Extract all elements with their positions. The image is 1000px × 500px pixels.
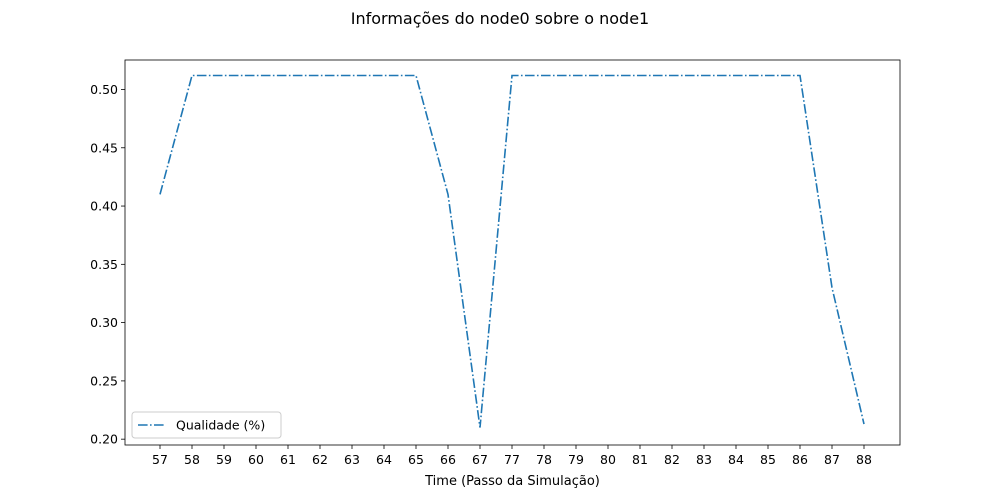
x-tick-label: 88	[856, 452, 872, 467]
x-tick-label: 86	[792, 452, 808, 467]
y-tick-label: 0.20	[90, 432, 118, 447]
y-tick-label: 0.50	[90, 82, 118, 97]
x-tick-label: 84	[728, 452, 744, 467]
y-axis: 0.20 0.25 0.30 0.35 0.40 0.45 0.50	[90, 82, 125, 447]
x-tick-label: 81	[632, 452, 648, 467]
x-tick-label: 60	[248, 452, 264, 467]
x-tick-label: 82	[664, 452, 680, 467]
legend-box	[131, 411, 282, 439]
x-tick-label: 78	[536, 452, 552, 467]
x-tick-label: 59	[216, 452, 232, 467]
plot-frame	[124, 59, 901, 446]
x-tick-label: 58	[184, 452, 200, 467]
x-tick-label: 62	[312, 452, 328, 467]
x-tick-label: 65	[408, 452, 424, 467]
legend-label: Qualidade (%)	[176, 418, 265, 433]
y-tick-label: 0.40	[90, 199, 118, 214]
x-tick-label: 80	[600, 452, 616, 467]
x-tick-label: 63	[344, 452, 360, 467]
x-tick-label: 67	[472, 452, 488, 467]
chart-title: Informações do node0 sobre o node1	[351, 9, 649, 28]
plot-area	[125, 60, 900, 445]
x-tick-label: 61	[280, 452, 296, 467]
series-line-qualidade	[159, 74, 865, 428]
x-tick-label: 85	[760, 452, 776, 467]
legend: Qualidade (%)	[131, 411, 282, 439]
x-axis: 57 58 59 60 61 62 63 64 65 66 67 77 78 79 80 81 82 83 84 85…	[152, 445, 872, 467]
x-tick-label: 87	[824, 452, 840, 467]
x-tick-label: 64	[376, 452, 392, 467]
x-tick-label: 57	[152, 452, 168, 467]
y-tick-label: 0.30	[90, 315, 118, 330]
x-tick-label: 66	[440, 452, 456, 467]
x-tick-label: 79	[568, 452, 584, 467]
x-axis-title: Time (Passo da Simulação)	[424, 474, 600, 489]
y-tick-label: 0.35	[90, 257, 118, 272]
x-tick-label: 77	[504, 452, 520, 467]
y-tick-label: 0.25	[90, 373, 118, 388]
x-tick-label: 83	[696, 452, 712, 467]
y-tick-label: 0.45	[90, 140, 118, 155]
